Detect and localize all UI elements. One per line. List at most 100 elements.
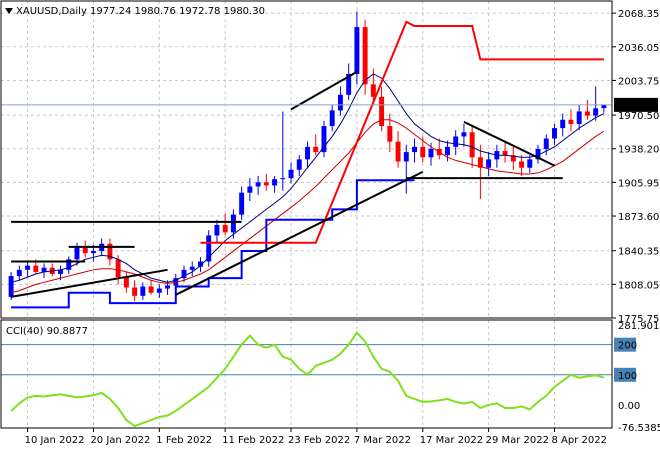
candle-body bbox=[173, 278, 179, 286]
candle-body bbox=[247, 186, 253, 193]
cci-tick-label: 0.00 bbox=[618, 401, 640, 412]
candle-body bbox=[305, 146, 310, 160]
candle-body bbox=[41, 267, 47, 272]
candle-body bbox=[593, 108, 599, 116]
cci-title: CCI(40) 90.8877 bbox=[6, 326, 88, 337]
candle-body bbox=[412, 146, 417, 153]
candle-body bbox=[477, 157, 483, 168]
chart-title: XAUUSD,Daily bbox=[16, 6, 87, 17]
candle-body bbox=[395, 141, 401, 162]
candle-body bbox=[362, 27, 368, 85]
price-tick-label: 1840.35 bbox=[618, 247, 659, 258]
candle-body bbox=[90, 251, 96, 254]
cci-tick-label: 281.9018 bbox=[618, 321, 660, 332]
candle-body bbox=[58, 269, 63, 274]
candle-body bbox=[568, 119, 574, 124]
cci-tick-label: 200 bbox=[618, 341, 637, 352]
candle-body bbox=[255, 182, 261, 187]
price-tick-label: 2068.35 bbox=[618, 9, 659, 20]
candle-body bbox=[535, 148, 541, 160]
last-price-label: 1980.30 bbox=[617, 101, 658, 112]
candle-body bbox=[453, 136, 459, 147]
candle-body bbox=[329, 110, 335, 127]
grid bbox=[1, 1, 612, 428]
candle-body bbox=[486, 159, 492, 168]
ma-slow-line bbox=[10, 119, 605, 294]
cci-level-box bbox=[614, 337, 636, 352]
time-tick-label: 11 Feb 2022 bbox=[222, 435, 284, 446]
trendline bbox=[290, 70, 358, 111]
cci-level-box bbox=[614, 367, 636, 382]
candle-body bbox=[552, 128, 557, 139]
cci-line bbox=[10, 331, 605, 428]
time-tick-label: 8 Apr 2022 bbox=[551, 435, 606, 446]
candle-body bbox=[403, 152, 409, 162]
ohlc-readout: 1977.24 1980.76 1972.78 1980.30 bbox=[90, 6, 265, 17]
candle-body bbox=[16, 269, 22, 277]
candle-body bbox=[222, 225, 228, 233]
price-panel bbox=[1, 11, 612, 309]
candle-body bbox=[321, 126, 327, 153]
candle-body bbox=[387, 126, 393, 142]
candle-body bbox=[272, 179, 278, 186]
candle-body bbox=[107, 243, 113, 260]
candle-body bbox=[263, 182, 269, 186]
candle-body bbox=[165, 285, 171, 289]
time-tick-label: 29 Mar 2022 bbox=[486, 435, 549, 446]
cci-panel-frame bbox=[0, 319, 613, 429]
candle-body bbox=[444, 146, 450, 156]
candle-body bbox=[519, 161, 525, 168]
candle-body bbox=[461, 132, 467, 137]
cci-tick-label: 100 bbox=[618, 371, 637, 382]
price-tick-label: 2003.75 bbox=[618, 76, 659, 87]
candle-body bbox=[510, 155, 516, 162]
candle-body bbox=[230, 214, 236, 233]
price-panel-frame bbox=[0, 0, 613, 319]
last-price-box bbox=[614, 97, 658, 112]
candle-body bbox=[33, 265, 39, 272]
time-tick-label: 23 Feb 2022 bbox=[288, 435, 350, 446]
price-tick-label: 2036.05 bbox=[618, 43, 659, 54]
candle-body bbox=[296, 159, 302, 170]
cci-tick-label: -76.5385 bbox=[618, 423, 660, 434]
red-step-line bbox=[200, 20, 604, 244]
candle-body bbox=[502, 151, 508, 156]
candle-body bbox=[313, 146, 319, 153]
time-tick-label: 1 Feb 2022 bbox=[156, 435, 212, 446]
candle-body bbox=[239, 192, 245, 215]
ma-fast-line bbox=[10, 73, 605, 283]
price-tick-label: 1938.20 bbox=[618, 145, 659, 156]
candle-body bbox=[370, 84, 376, 97]
time-tick-label: 17 Mar 2022 bbox=[420, 435, 483, 446]
chart-menu-icon[interactable] bbox=[5, 8, 13, 14]
candle-body bbox=[74, 247, 80, 260]
panel-frames bbox=[0, 0, 613, 429]
trendline bbox=[463, 120, 555, 167]
candle-body bbox=[280, 178, 286, 180]
time-tick-label: 20 Jan 2022 bbox=[90, 435, 150, 446]
time-tick-label: 7 Mar 2022 bbox=[354, 435, 411, 446]
candle-body bbox=[206, 235, 212, 262]
price-tick-label: 1808.05 bbox=[618, 280, 659, 291]
trendline bbox=[10, 268, 168, 298]
price-tick-label: 1873.60 bbox=[618, 212, 659, 223]
price-tick-label: 1970.50 bbox=[618, 111, 659, 122]
price-tick-label: 1775.75 bbox=[618, 314, 659, 325]
candle-body bbox=[82, 247, 88, 254]
candle-body bbox=[346, 73, 352, 95]
candle-body bbox=[25, 265, 31, 270]
candle-body bbox=[428, 148, 434, 158]
candle-body bbox=[181, 269, 187, 279]
trendline bbox=[175, 170, 424, 296]
candle-body bbox=[469, 132, 475, 158]
cci-panel bbox=[1, 331, 612, 428]
candle-body bbox=[123, 277, 129, 288]
candle-body bbox=[379, 96, 385, 127]
candle-body bbox=[156, 288, 162, 293]
candle-body bbox=[288, 169, 294, 179]
blue-step-line bbox=[11, 179, 415, 309]
candle-body bbox=[527, 159, 533, 168]
candle-body bbox=[148, 286, 154, 293]
candle-body bbox=[354, 27, 360, 74]
